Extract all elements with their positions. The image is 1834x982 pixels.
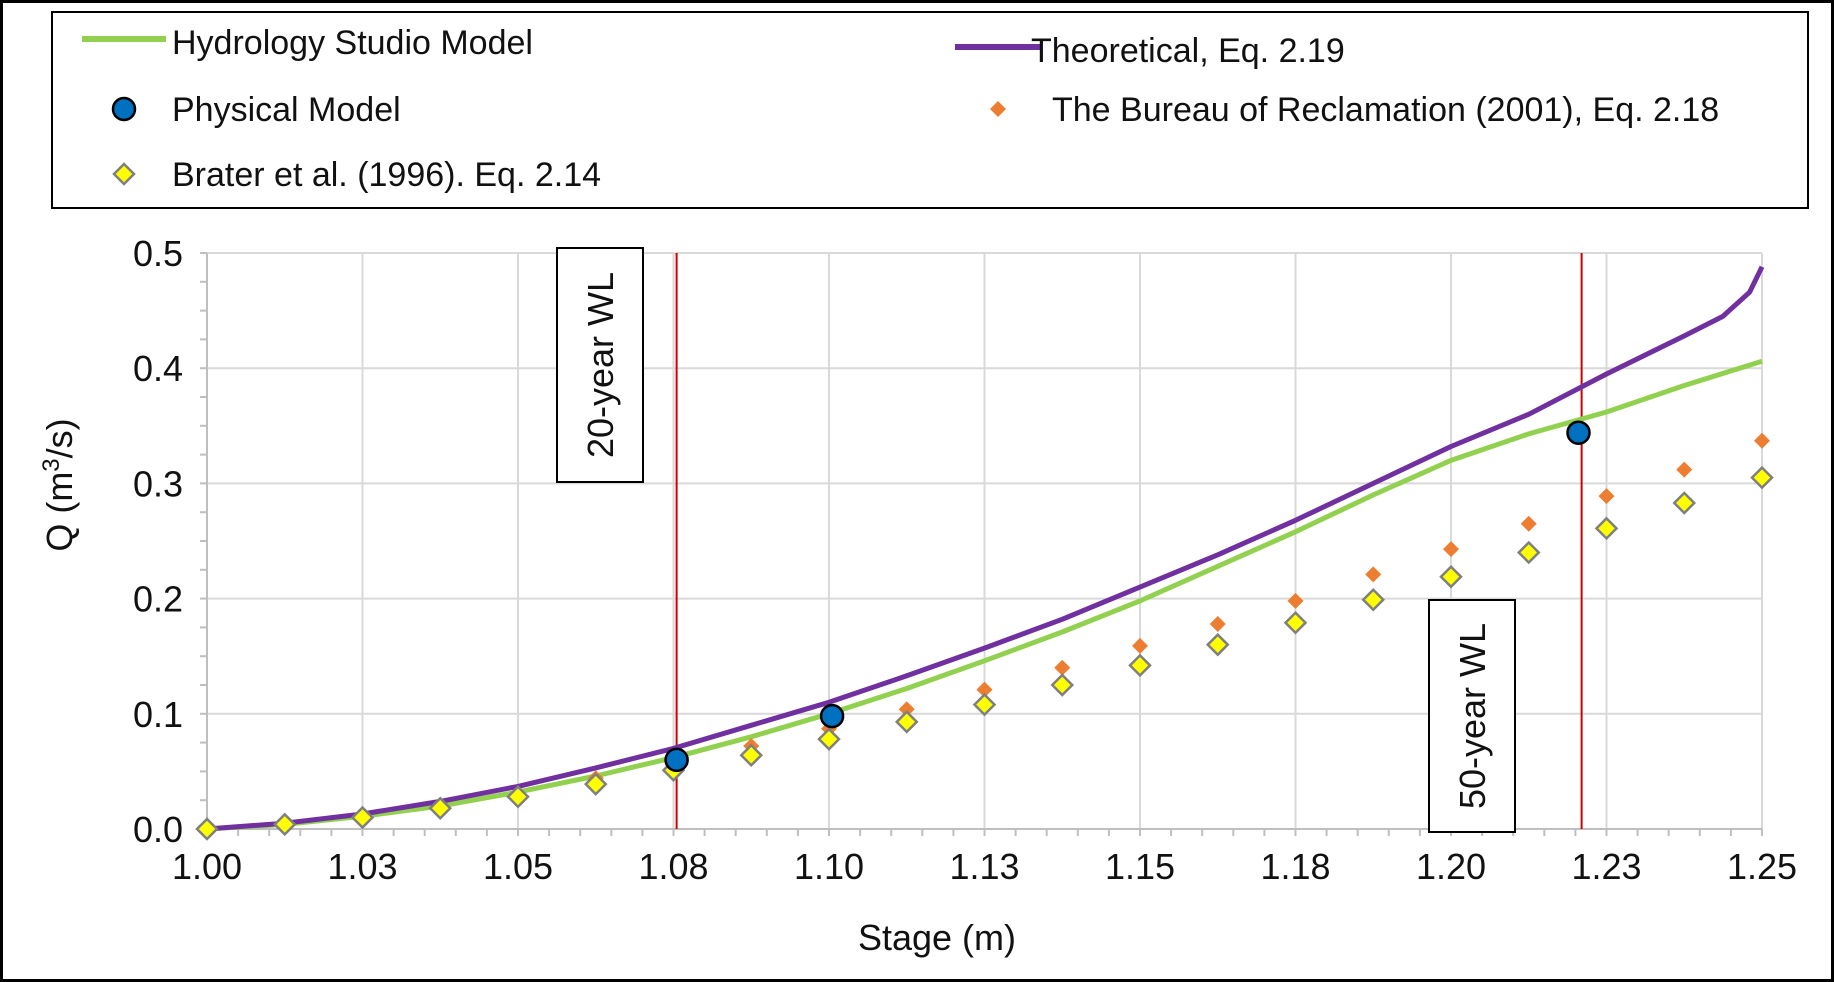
data-point xyxy=(664,747,689,773)
legend-label: Hydrology Studio Model xyxy=(172,24,533,62)
annotation-label: 50-year WL xyxy=(1452,623,1493,809)
y-tick-label: 0.3 xyxy=(133,463,183,504)
y-tick-label: 0.1 xyxy=(133,694,183,735)
data-point xyxy=(898,701,915,718)
data-point xyxy=(1676,461,1693,478)
data-point xyxy=(972,692,997,717)
y-axis-label: Q (m3/s) xyxy=(38,418,81,551)
data-point xyxy=(1754,432,1770,449)
y-tick-label: 0.4 xyxy=(133,348,183,389)
data-point xyxy=(1050,673,1075,697)
data-point xyxy=(894,710,919,734)
x-tick-label: 1.23 xyxy=(1571,846,1641,887)
legend: Hydrology Studio Model Theoretical, Eq. 2… xyxy=(51,11,1809,209)
legend-swatch xyxy=(112,162,136,186)
data-point xyxy=(1439,564,1463,589)
x-tick-label: 1.18 xyxy=(1260,846,1330,887)
legend-label: Theoretical, Eq. 2.19 xyxy=(1031,32,1345,70)
data-point xyxy=(1594,516,1619,541)
data-point xyxy=(1750,465,1774,490)
legend-entry: Hydrology Studio Model xyxy=(82,24,533,62)
annotation-box xyxy=(1428,599,1516,833)
x-tick-label: 1.10 xyxy=(794,846,864,887)
tick-labels: 1.00 1.03 1.05 1.08 1.10 1.13 1.15 1.18 1.20 1.23… xyxy=(133,233,1797,887)
annotations: 20-year WL 50-year WL xyxy=(556,247,1583,833)
data-point xyxy=(817,727,841,751)
data-point xyxy=(1520,515,1537,532)
legend-box xyxy=(51,11,1809,209)
data-point xyxy=(1128,653,1152,678)
data-point xyxy=(1205,632,1230,657)
x-axis-label: Stage (m) xyxy=(858,917,1016,958)
x-tick-label: 1.05 xyxy=(483,846,553,887)
legend-entry: The Bureau of Reclamation (2001), Eq. 2.… xyxy=(990,91,1719,129)
y-tick-label: 0.0 xyxy=(133,809,183,850)
data-point xyxy=(272,812,297,837)
data-point xyxy=(819,703,845,729)
data-point xyxy=(1209,615,1226,632)
y-tick-label: 0.2 xyxy=(133,579,183,620)
legend-swatch xyxy=(990,101,1006,117)
data-point xyxy=(506,784,530,809)
annotation-box xyxy=(556,247,644,483)
x-tick-label: 1.25 xyxy=(1727,846,1797,887)
x-tick-label: 1.08 xyxy=(638,846,708,887)
legend-label: The Bureau of Reclamation (2001), Eq. 2.… xyxy=(1052,91,1719,129)
data-point xyxy=(1672,491,1697,515)
series-line-1 xyxy=(206,265,1765,832)
legend-label: Brater et al. (1996). Eq. 2.14 xyxy=(172,156,601,194)
data-point xyxy=(195,817,219,841)
legend-entry: Brater et al. (1996). Eq. 2.14 xyxy=(112,156,601,194)
data-point xyxy=(583,772,608,796)
y-axis-label-superscript: 3 xyxy=(38,458,65,471)
x-tick-label: 1.15 xyxy=(1105,846,1175,887)
data-point xyxy=(1443,541,1459,558)
data-point xyxy=(428,796,453,821)
x-tick-label: 1.00 xyxy=(172,846,242,887)
data-point xyxy=(1287,592,1304,609)
data-point xyxy=(1054,659,1071,676)
series-line-0 xyxy=(206,358,1763,832)
y-axis-label-main: Q (m xyxy=(39,472,80,552)
annotation-label: 20-year WL xyxy=(580,272,621,458)
legend-entry: Physical Model xyxy=(111,91,401,129)
series-layer xyxy=(195,265,1774,841)
data-point xyxy=(350,805,375,830)
data-point xyxy=(1365,566,1382,583)
y-tick-label: 0.5 xyxy=(133,233,183,274)
x-tick-label: 1.03 xyxy=(327,846,397,887)
data-point xyxy=(1598,488,1615,505)
data-point xyxy=(1566,420,1591,445)
data-point xyxy=(1283,611,1308,635)
x-tick-label: 1.20 xyxy=(1416,846,1486,887)
data-point xyxy=(1516,540,1541,565)
data-point xyxy=(1132,637,1148,654)
x-tick-label: 1.13 xyxy=(949,846,1019,887)
data-point xyxy=(1361,587,1386,612)
legend-label: Physical Model xyxy=(172,91,401,129)
legend-entry: Theoretical, Eq. 2.19 xyxy=(955,32,1345,70)
data-point xyxy=(976,681,993,698)
legend-swatch xyxy=(111,96,137,122)
data-point xyxy=(739,743,764,768)
y-axis-label-tail: /s) xyxy=(39,418,80,458)
